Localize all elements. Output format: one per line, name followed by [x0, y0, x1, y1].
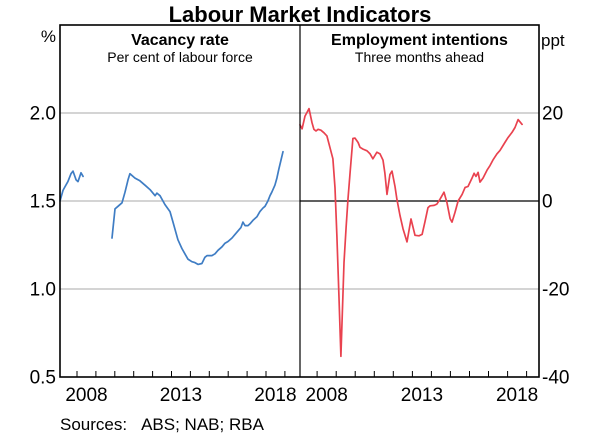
plot-frame	[59, 24, 540, 378]
y-tick-label: -20	[542, 280, 569, 301]
x-tick-label: 2018	[254, 385, 296, 406]
y-tick-label: 1.0	[30, 280, 56, 301]
y-tick-label: 2.0	[30, 104, 56, 125]
panel-title: Vacancy rate	[131, 32, 229, 49]
panel-subtitle: Three months ahead	[355, 49, 484, 65]
x-tick-label: 2018	[496, 385, 538, 406]
panel-subtitle: Per cent of labour force	[107, 49, 253, 65]
y-tick-label: -40	[542, 368, 569, 389]
y-tick-label: 0	[542, 192, 553, 213]
y-tick-label: 0.5	[30, 368, 56, 389]
data-line	[299, 107, 523, 358]
y-tick-label: 20	[542, 104, 563, 125]
y-tick-label: 1.5	[30, 192, 56, 213]
panel-title: Employment intentions	[331, 32, 508, 49]
x-tick-label: 2008	[306, 385, 348, 406]
x-tick-label: 2008	[65, 385, 107, 406]
x-tick-label: 2013	[401, 385, 443, 406]
sources-note: Sources: ABS; NAB; RBA	[60, 415, 264, 435]
x-tick-label: 2013	[160, 385, 202, 406]
sources-text: ABS; NAB; RBA	[141, 415, 264, 434]
axis-unit-label: %	[41, 27, 56, 46]
sources-label: Sources:	[60, 415, 128, 434]
chart-title: Labour Market Indicators	[168, 2, 432, 27]
data-line	[59, 170, 84, 202]
data-line	[111, 150, 284, 266]
axis-unit-label: ppt	[541, 31, 565, 50]
